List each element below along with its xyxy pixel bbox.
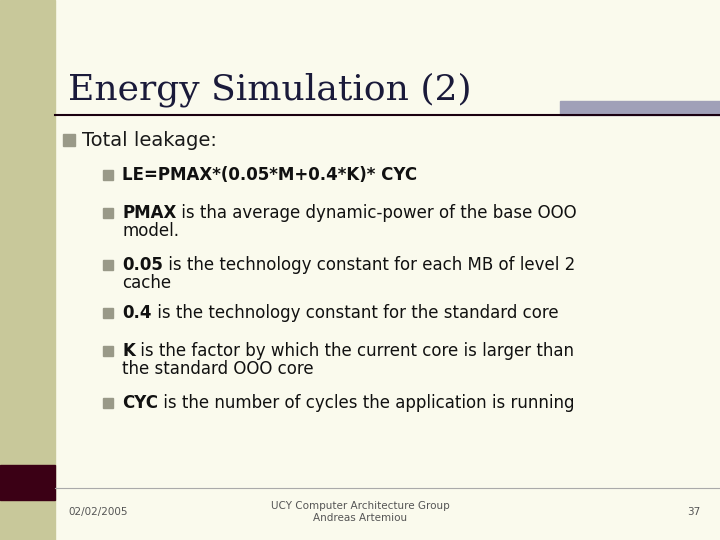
Text: UCY Computer Architecture Group
Andreas Artemiou: UCY Computer Architecture Group Andreas …	[271, 501, 449, 523]
Text: K: K	[122, 342, 135, 360]
Text: 0.4: 0.4	[122, 304, 151, 322]
Text: is the number of cycles the application is running: is the number of cycles the application …	[158, 394, 575, 412]
Text: Total leakage:: Total leakage:	[82, 131, 217, 150]
Text: the standard OOO core: the standard OOO core	[122, 360, 314, 378]
Bar	[103, 208, 113, 218]
Text: 02/02/2005: 02/02/2005	[68, 507, 127, 517]
Text: Energy Simulation (2): Energy Simulation (2)	[68, 72, 472, 106]
Bar	[103, 398, 113, 408]
Bar	[103, 346, 113, 356]
Text: PMAX: PMAX	[122, 204, 176, 222]
Text: model.: model.	[122, 222, 179, 240]
Bar	[103, 170, 113, 180]
Text: 37: 37	[687, 507, 700, 517]
Text: CYC: CYC	[122, 394, 158, 412]
Text: LE=PMAX*(0.05*M+0.4*K)* CYC: LE=PMAX*(0.05*M+0.4*K)* CYC	[122, 166, 417, 184]
Bar	[0, 0, 55, 540]
Text: cache: cache	[122, 274, 171, 292]
Bar	[63, 134, 75, 146]
Text: 0.05: 0.05	[122, 256, 163, 274]
Text: is the factor by which the current core is larger than: is the factor by which the current core …	[135, 342, 574, 360]
Text: is the technology constant for the standard core: is the technology constant for the stand…	[151, 304, 558, 322]
Text: is tha average dynamic-power of the base OOO: is tha average dynamic-power of the base…	[176, 204, 577, 222]
Bar	[103, 260, 113, 270]
Bar	[103, 308, 113, 318]
Text: is the technology constant for each MB of level 2: is the technology constant for each MB o…	[163, 256, 575, 274]
Bar	[560, 101, 720, 115]
Bar	[0, 465, 55, 500]
